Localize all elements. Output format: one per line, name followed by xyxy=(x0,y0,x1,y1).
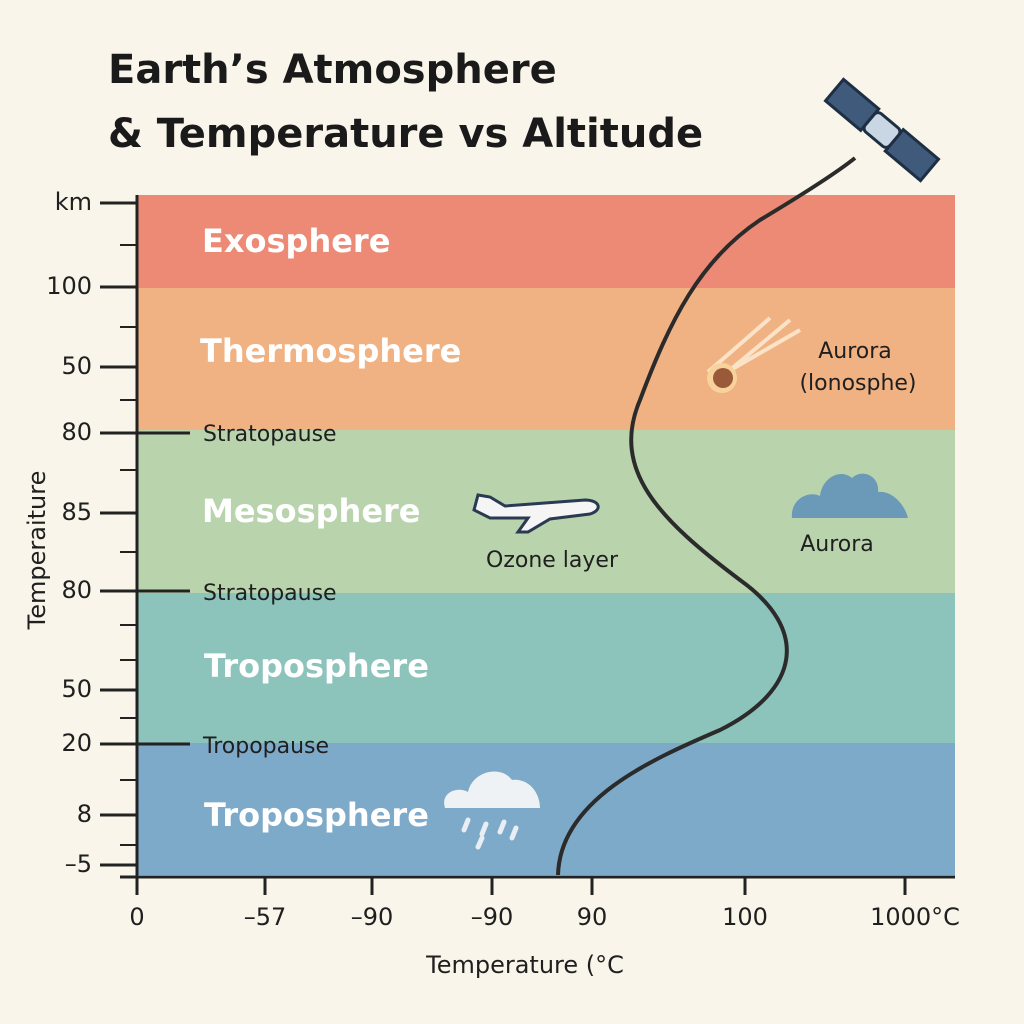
y-axis-label: Temperaiture xyxy=(23,471,51,631)
x-tick-label: 90 xyxy=(577,903,608,931)
annotation: Aurora xyxy=(818,339,892,364)
layer-label: Thermosphere xyxy=(200,332,461,370)
title-line: & Temperature vs Altitude xyxy=(108,111,703,157)
y-tick-label: 80 xyxy=(61,576,92,604)
layer-label: Mesosphere xyxy=(202,492,421,530)
x-tick-label: –90 xyxy=(471,903,514,931)
meteor-icon xyxy=(706,316,801,393)
y-tick-label: 20 xyxy=(61,729,92,757)
y-minor-ticks xyxy=(120,244,137,846)
x-tick-label: –90 xyxy=(351,903,394,931)
cloud-icon xyxy=(791,473,908,518)
boundary-label: Stratopause xyxy=(203,581,337,606)
temperature-curve xyxy=(556,156,857,876)
y-tick-label: 50 xyxy=(61,675,92,703)
x-tick-label: 100 xyxy=(722,903,768,931)
y-tick-label: 50 xyxy=(61,352,92,380)
boundary-label: Tropopause xyxy=(202,734,329,759)
y-tick-label: km xyxy=(55,188,92,216)
x-axis-label: Temperature (°C xyxy=(425,951,624,979)
x-tick-label: –57 xyxy=(244,903,287,931)
title-line: Earth’s Atmosphere xyxy=(108,47,557,93)
annotation: Ozone layer xyxy=(486,548,619,573)
rain-cloud-icon xyxy=(444,771,540,850)
x-axis xyxy=(120,875,955,895)
layer-band xyxy=(137,743,955,875)
y-tick-label: –5 xyxy=(65,850,92,878)
layer-label: Troposphere xyxy=(204,647,429,685)
x-tick-label: 0 xyxy=(129,903,144,931)
layer-label: Exosphere xyxy=(202,222,390,260)
y-tick-label: 100 xyxy=(46,272,92,300)
boundary-ticks xyxy=(100,431,190,746)
airplane-icon xyxy=(472,493,600,534)
annotation: Aurora xyxy=(800,532,874,557)
layer-band xyxy=(137,593,955,743)
y-axis xyxy=(100,195,139,878)
layer-band xyxy=(137,288,955,430)
y-tick-label: 8 xyxy=(77,800,92,828)
layer-band xyxy=(137,195,955,288)
y-tick-label: 80 xyxy=(61,418,92,446)
y-tick-label: 85 xyxy=(61,498,92,526)
x-tick-label: 1000°C xyxy=(870,903,960,931)
annotation: (lonosphe) xyxy=(799,371,916,396)
satellite-icon xyxy=(823,77,941,183)
boundary-label: Stratopause xyxy=(203,422,337,447)
layer-label: Troposphere xyxy=(204,796,429,834)
